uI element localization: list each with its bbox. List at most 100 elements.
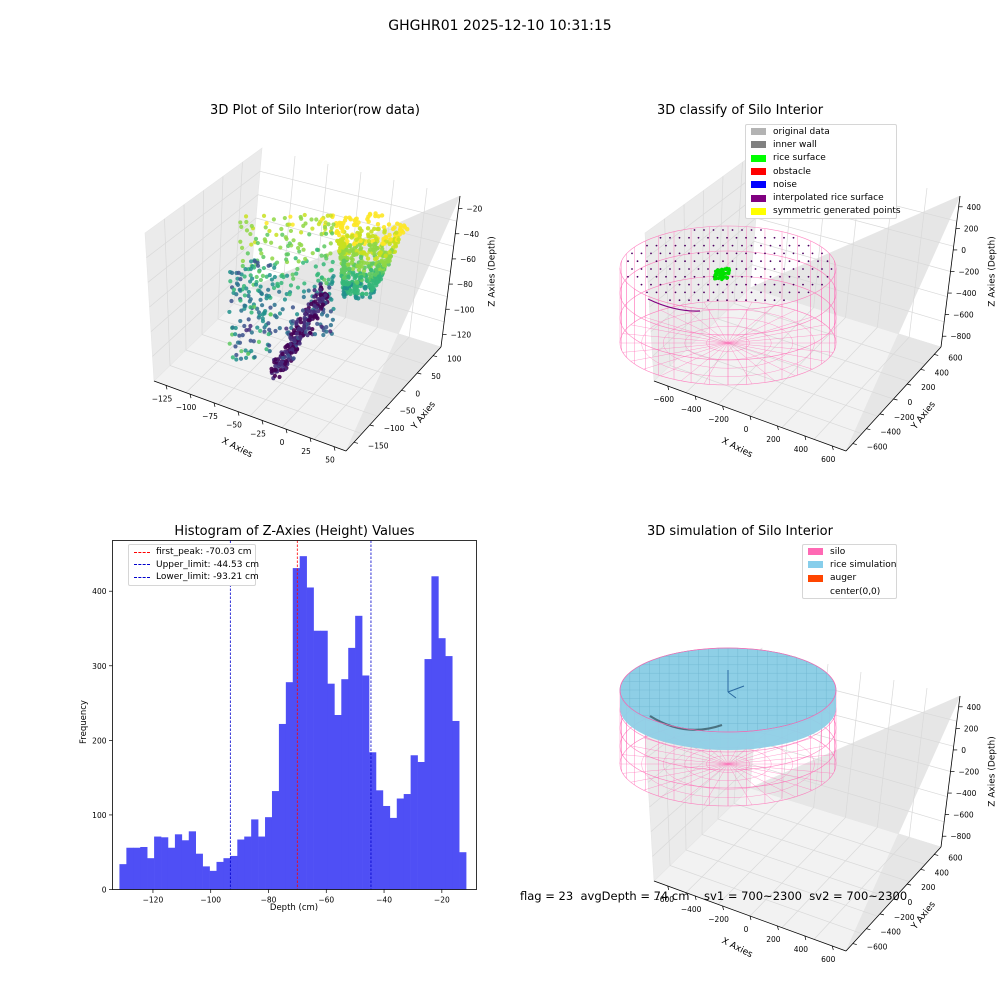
data-point: [266, 321, 271, 326]
interpolated-point: [655, 260, 658, 263]
interpolated-point: [697, 268, 700, 270]
data-point: [243, 355, 249, 361]
z-tick-label: −800: [950, 332, 971, 341]
data-point: [248, 305, 253, 310]
legend-item: symmetric generated points: [746, 205, 901, 218]
data-point: [352, 241, 357, 247]
silo-floor-spoke: [727, 342, 813, 370]
data-point: [258, 328, 263, 333]
center-axis-marker: [727, 691, 737, 699]
data-point: [338, 237, 344, 242]
data-point: [300, 308, 306, 313]
histogram-bar: [355, 615, 363, 890]
data-point: [243, 266, 248, 272]
data-point: [393, 244, 399, 249]
histogram-bar: [119, 864, 127, 890]
data-point: [237, 333, 242, 338]
y-tick-label: 0: [908, 398, 913, 407]
x-tick-label: −120: [143, 896, 164, 905]
interpolated-point: [669, 252, 671, 255]
interpolated-point: [707, 268, 709, 270]
data-point: [366, 214, 371, 219]
data-point: [255, 306, 260, 311]
data-point: [294, 319, 299, 325]
data-point: [242, 306, 247, 311]
data-point: [269, 277, 275, 282]
data-point: [280, 351, 285, 357]
histogram-chart[interactable]: −120 −100 −80 −60 −40 −20 0 100 200 300 400: [0, 500, 500, 1000]
z-tick-label: −120: [451, 330, 472, 339]
interpolated-point: [627, 275, 629, 278]
interpolated-point: [684, 291, 686, 294]
interpolated-point: [769, 244, 772, 247]
interpolated-point: [716, 252, 719, 255]
data-point: [312, 294, 317, 299]
legend-label: first_peak: -70.03 cm: [156, 547, 252, 558]
silo-floor-spoke: [630, 342, 729, 362]
data-point: [387, 250, 392, 255]
y-tick-label: 600: [948, 853, 963, 862]
x-tick-label: 600: [821, 455, 836, 464]
x-tick-label: −80: [261, 896, 277, 905]
y-tick-label: 400: [935, 868, 950, 877]
legend-label: original data: [773, 126, 830, 137]
raw-3d-plot[interactable]: −125−100−75−50−2502550−150−100−50050100−…: [0, 0, 500, 500]
data-point: [261, 213, 267, 218]
z-axis-title: Z Axies (Depth): [488, 236, 498, 307]
interpolated-point: [703, 275, 705, 278]
histogram-xlabel: Depth (cm): [269, 903, 319, 913]
silo-floor-spoke: [727, 763, 834, 774]
interpolated-point: [640, 268, 643, 270]
interpolated-point: [773, 268, 776, 270]
data-point: [297, 241, 302, 247]
x-tick-label: −400: [681, 905, 702, 914]
interpolated-point: [745, 299, 747, 302]
histogram-bar: [202, 866, 210, 890]
z-tick-label: −800: [950, 832, 971, 841]
data-point: [330, 279, 335, 284]
histogram-frame: [112, 540, 477, 890]
data-point: [310, 251, 315, 256]
data-point: [274, 232, 279, 237]
y-tick-label: 0: [102, 886, 107, 895]
data-point: [316, 308, 321, 314]
data-point: [248, 259, 254, 264]
interpolated-point: [760, 229, 762, 231]
data-point: [328, 309, 333, 314]
silo-floor-spoke: [727, 324, 826, 344]
x-tick-label: 400: [794, 945, 809, 954]
x-tick-label: −200: [708, 415, 729, 424]
interpolated-point: [741, 275, 743, 278]
simulation-3d-plot[interactable]: −600 −400 −200 0 200 400 600 −600 −400 −200 0 200 40…: [500, 500, 1000, 1000]
data-point: [306, 325, 312, 331]
data-point: [234, 352, 239, 358]
data-point: [252, 304, 257, 309]
data-point: [248, 279, 253, 284]
data-point: [312, 288, 317, 293]
interpolated-point: [678, 268, 681, 270]
data-point: [364, 291, 369, 297]
data-point: [238, 298, 243, 303]
data-point: [269, 240, 274, 245]
silo-floor-spoke: [727, 309, 796, 344]
classify-3d-plot[interactable]: −600 −400 −200 0 200 400 600 −600 −400 −200 0 200 40…: [500, 0, 1000, 500]
interpolated-point: [659, 236, 662, 239]
data-point: [328, 251, 333, 256]
z-tick-label: 0: [961, 246, 966, 255]
histogram-bar: [313, 630, 321, 890]
data-point: [303, 256, 308, 262]
interpolated-point: [731, 244, 734, 247]
legend-item: rice simulation: [803, 558, 896, 571]
y-tick: [852, 943, 857, 945]
data-point: [302, 281, 307, 286]
silo-floor-spoke: [622, 342, 729, 353]
data-point: [298, 334, 303, 339]
z-tick-label: −600: [953, 811, 974, 820]
interpolated-point: [769, 260, 772, 263]
data-point: [274, 315, 279, 320]
data-point: [354, 248, 360, 254]
data-point: [309, 217, 314, 222]
interpolated-point: [830, 268, 833, 270]
data-point: [323, 293, 328, 298]
data-point: [253, 236, 259, 241]
